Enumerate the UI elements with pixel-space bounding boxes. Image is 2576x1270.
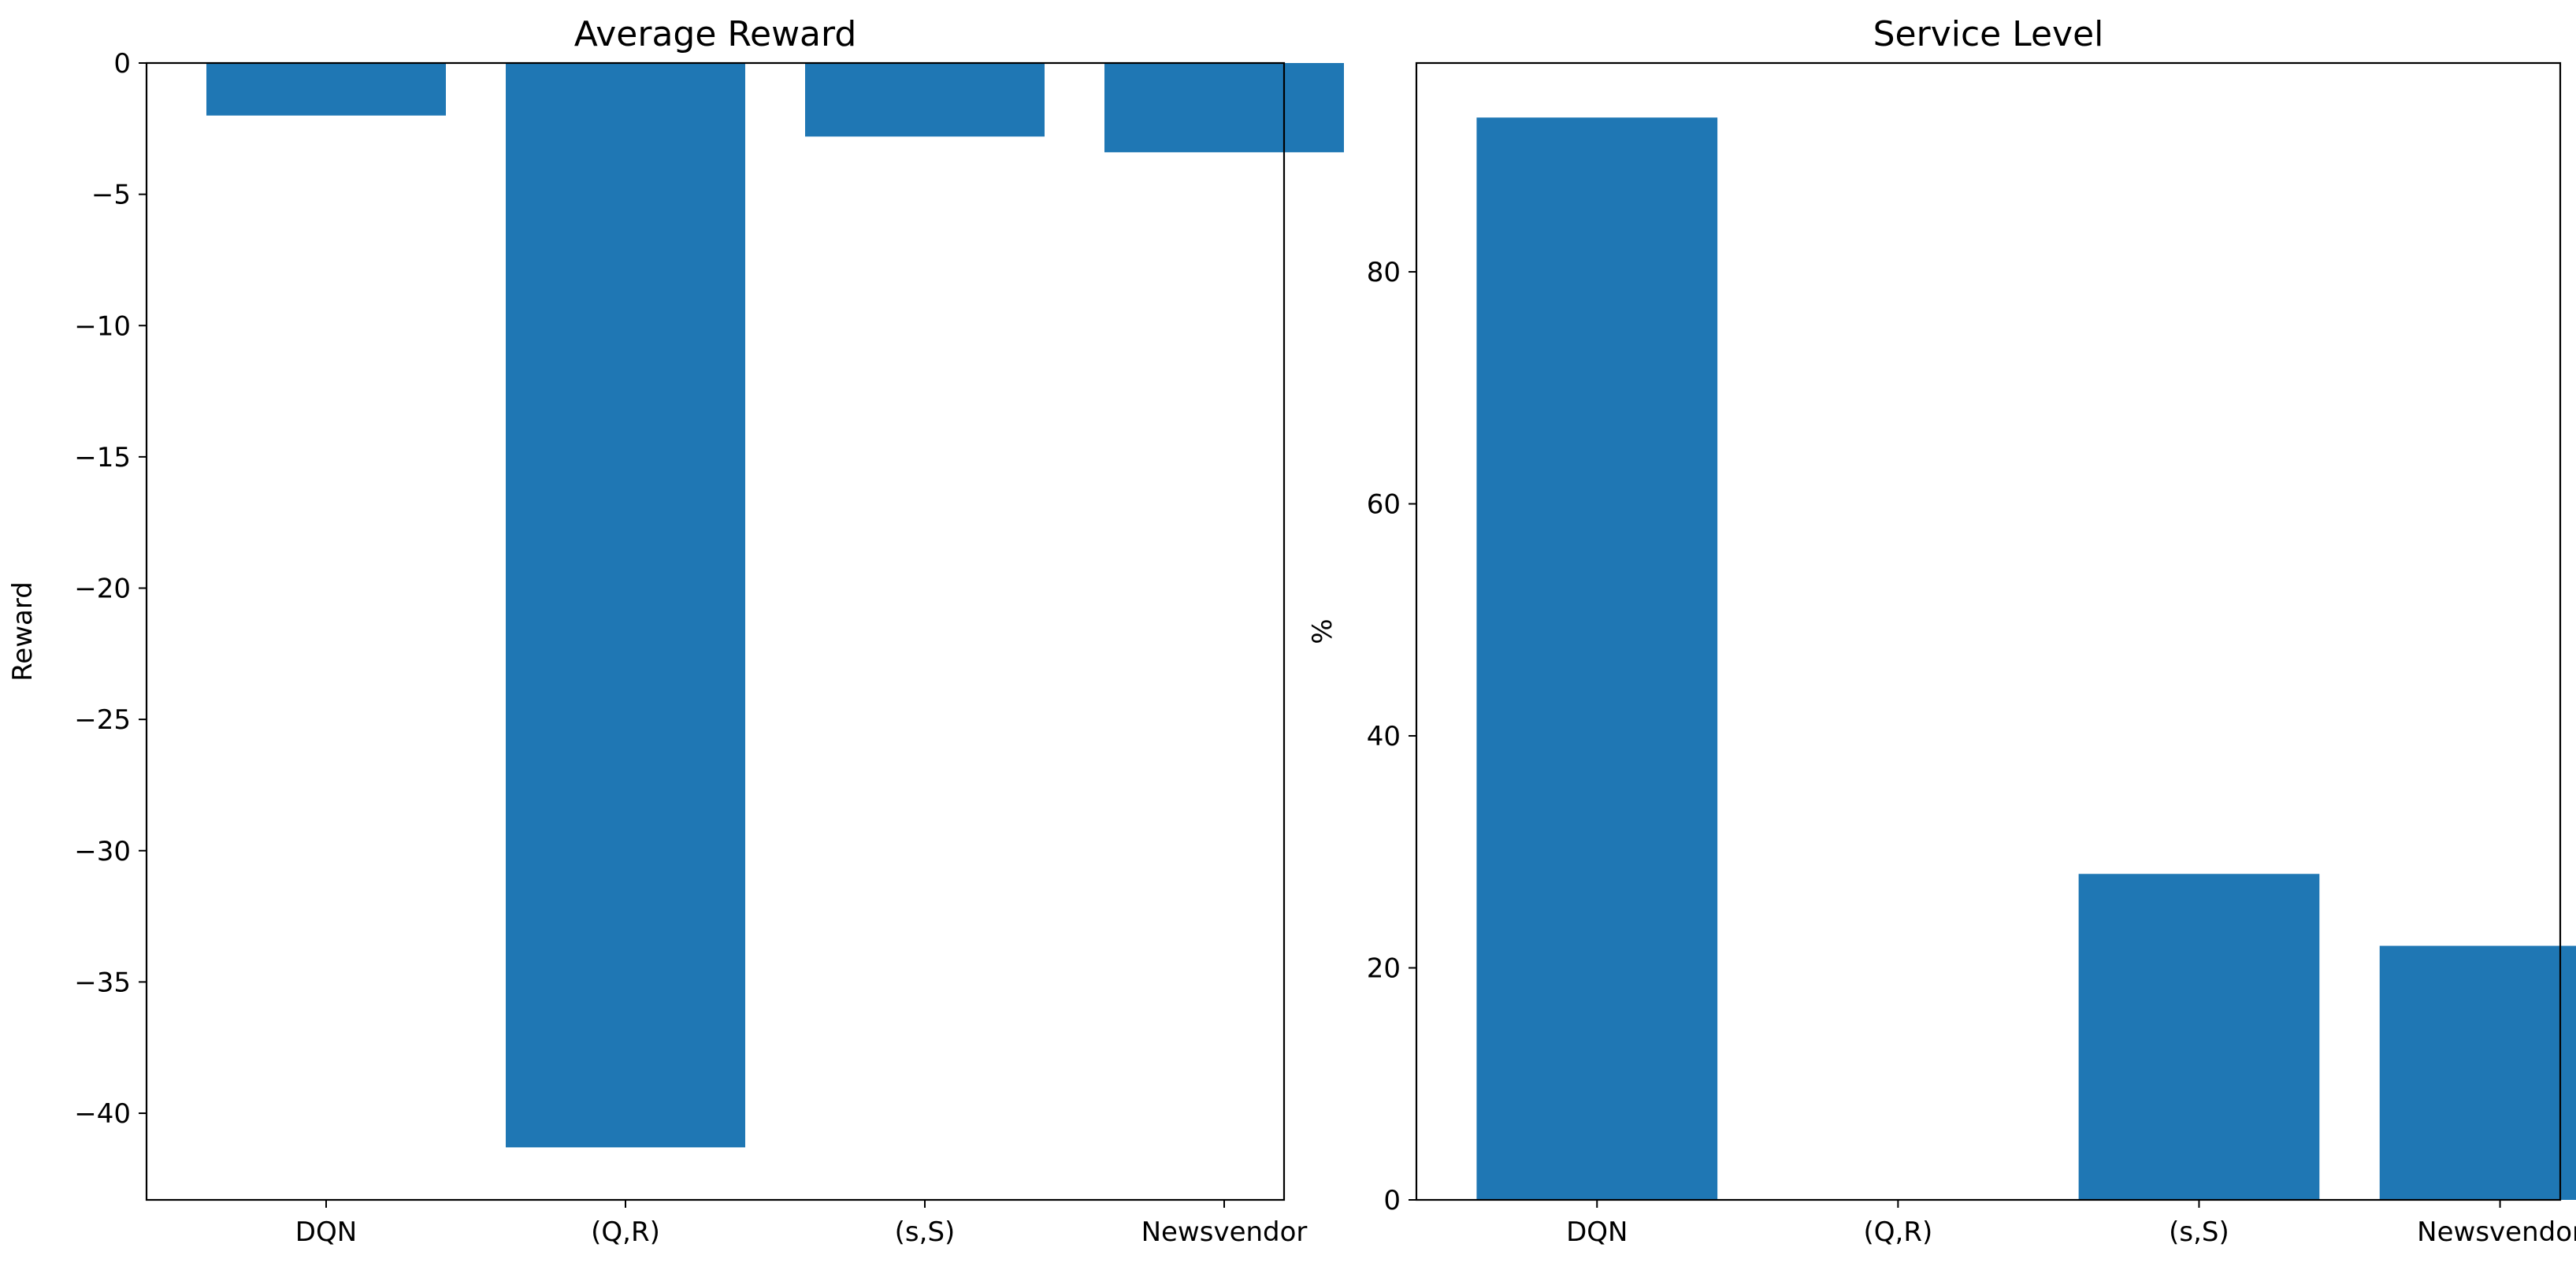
reward-subplot: Average Reward 0 −5 −10 −15 −20 −25 −30 −35 −40 DQ… (7, 14, 1344, 1248)
reward-chart-title: Average Reward (574, 14, 857, 54)
reward-y-tick-label: 0 (113, 48, 131, 80)
reward-y-tick-label: −25 (74, 704, 131, 736)
reward-bar-1 (206, 63, 446, 116)
service-level-bar-1 (1476, 117, 1718, 1201)
service-level-y-tick-label: 80 (1367, 257, 1401, 288)
service-level-y-tick-label: 60 (1367, 489, 1401, 521)
reward-y-tick-label: −30 (74, 836, 131, 867)
service-level-y-tick-label: 20 (1367, 953, 1401, 985)
reward-y-tick-label: −5 (91, 180, 131, 211)
reward-x-tick-label: DQN (295, 1216, 357, 1248)
reward-x-tick-label: (s,S) (895, 1216, 956, 1248)
service-level-bar-4 (2379, 945, 2576, 1200)
service-level-x-tick-label: (s,S) (2169, 1216, 2229, 1248)
reward-axes-frame (145, 61, 1286, 1201)
reward-bar-2 (506, 63, 745, 1148)
service-level-subplot: Service Level 0 20 40 60 80 DQN (Q,R) (s,S) Newsv… (1307, 14, 2576, 1248)
reward-y-tick-label: −15 (74, 442, 131, 473)
reward-x-tick-label: (Q,R) (591, 1216, 660, 1248)
service-level-axes-frame (1415, 61, 2562, 1201)
reward-y-tick-label: −40 (74, 1098, 131, 1130)
service-level-x-tick-label: (Q,R) (1864, 1216, 1933, 1248)
reward-x-tick-label: Newsvendor (1141, 1216, 1308, 1248)
service-level-x-tick-label: DQN (1566, 1216, 1628, 1248)
reward-y-tick-label: −35 (74, 967, 131, 998)
service-level-chart-title: Service Level (1873, 14, 2104, 54)
service-level-y-tick-label: 0 (1383, 1185, 1401, 1216)
service-level-x-tick-label: Newsvendor (2417, 1216, 2576, 1248)
reward-y-tick-label: −10 (74, 310, 131, 342)
reward-y-tick-label: −20 (74, 574, 131, 605)
service-level-y-axis-label: % (1307, 618, 1338, 644)
reward-bar-4 (1104, 63, 1344, 153)
service-level-bar-3 (2078, 874, 2320, 1200)
reward-y-axis-label: Reward (7, 581, 39, 681)
reward-bar-3 (805, 63, 1045, 137)
service-level-y-tick-label: 40 (1367, 721, 1401, 752)
